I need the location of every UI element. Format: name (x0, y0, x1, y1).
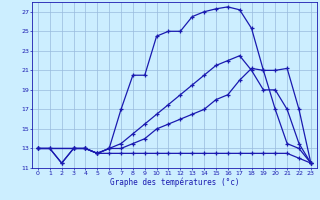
X-axis label: Graphe des températures (°c): Graphe des températures (°c) (110, 177, 239, 187)
